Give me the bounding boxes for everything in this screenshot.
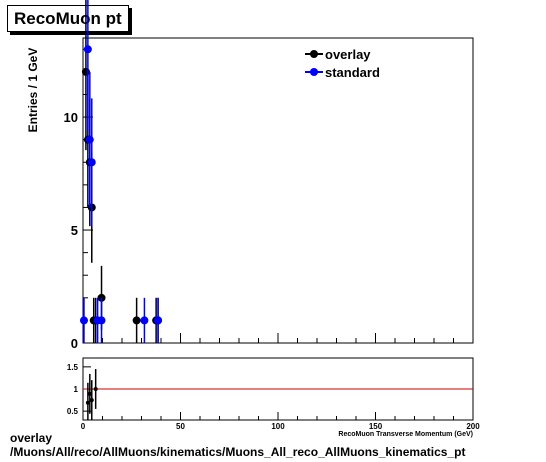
standard-point — [83, 45, 92, 54]
ratio-point — [89, 398, 94, 403]
legend-overlay-marker — [310, 50, 318, 58]
ratio-x-tick-label: 50 — [176, 422, 185, 431]
legend-standard-label: standard — [325, 65, 380, 80]
main-plot-frame — [82, 37, 474, 344]
standard-point — [87, 158, 96, 167]
ratio-y-tick-label: 1.5 — [67, 363, 79, 372]
y-tick-label: 0 — [71, 336, 78, 351]
ratio-point — [93, 387, 98, 391]
legend: overlay standard — [305, 47, 380, 80]
footer-line-1: overlay — [10, 431, 53, 445]
ratio-y-tick-label: 1 — [74, 385, 79, 394]
y-tick-label: 10 — [64, 110, 78, 125]
overlay-point — [81, 67, 90, 76]
ratio-point — [85, 400, 90, 405]
ratio-x-tick-label: 150 — [369, 422, 383, 431]
ratio-x-tick-label: 100 — [271, 422, 285, 431]
standard-point — [140, 316, 149, 325]
ratio-y-tick-label: 0.5 — [67, 407, 79, 416]
chart-title: RecoMuon pt — [7, 5, 129, 32]
overlay-point — [132, 316, 141, 325]
standard-point — [154, 316, 163, 325]
footer-line-2: /Muons/All/reco/AllMuons/kinematics/Muon… — [10, 445, 466, 459]
y-axis-label: Entries / 1 GeV — [26, 48, 40, 133]
ratio-point — [87, 391, 92, 396]
standard-point — [97, 316, 106, 325]
x-axis-label: RecoMuon Transverse Momentum (GeV) — [338, 431, 473, 438]
ratio-x-tick-label: 200 — [466, 422, 480, 431]
legend-standard-marker — [310, 68, 318, 76]
standard-point — [79, 316, 88, 325]
ratio-x-tick-label: 0 — [81, 422, 86, 431]
standard-point — [85, 135, 94, 144]
legend-overlay-label: overlay — [325, 47, 371, 62]
y-tick-label: 5 — [71, 223, 78, 238]
